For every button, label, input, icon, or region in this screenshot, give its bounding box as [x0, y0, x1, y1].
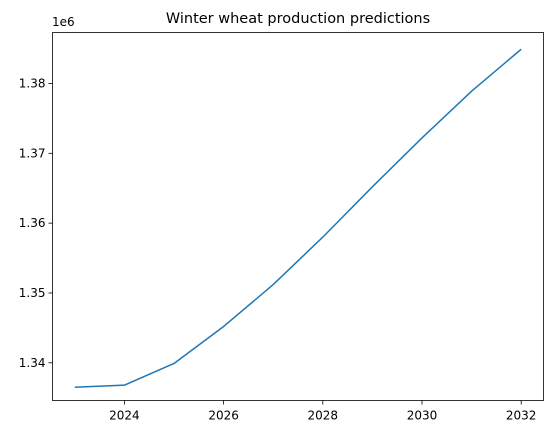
x-axis-ticks: 2024 2026 2028 2030 2032: [109, 400, 537, 423]
plot-area-frame: [52, 32, 544, 401]
y-tick-label: 1.37: [19, 146, 46, 160]
x-tick-label: 2024: [109, 409, 140, 423]
y-offset-label: 1e6: [52, 15, 75, 29]
x-tick-label: 2032: [506, 409, 537, 423]
x-tick-label: 2026: [208, 409, 239, 423]
chart-title: Winter wheat production predictions: [166, 11, 430, 27]
x-tick-label: 2028: [308, 409, 339, 423]
x-tick-label: 2030: [407, 409, 438, 423]
series-group: [74, 48, 522, 388]
series-line: [74, 48, 522, 388]
y-axis-ticks: 1.34 1.35 1.36 1.37 1.38: [19, 76, 53, 370]
y-tick-label: 1.35: [19, 286, 46, 300]
y-tick-label: 1.38: [19, 76, 46, 90]
y-tick-label: 1.36: [19, 216, 46, 230]
y-tick-label: 1.34: [19, 356, 46, 370]
